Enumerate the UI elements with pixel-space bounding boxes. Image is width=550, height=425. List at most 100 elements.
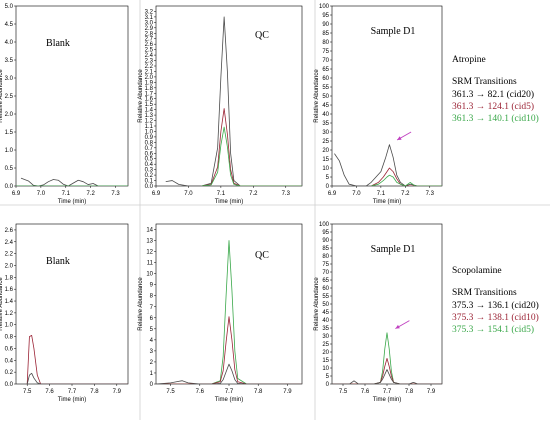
y-tick-label: 55 [322,294,329,300]
y-tick-label: 15 [322,358,329,364]
y-tick-label: 3.0 [145,20,154,26]
x-tick-label: 7.7 [383,389,392,395]
y-tick-label: 10 [322,166,329,172]
trace-line-0 [26,335,128,384]
y-tick-label: 2.4 [145,53,154,59]
legend-heading: SRM Transitions [452,288,517,298]
y-tick-label: 0.3 [145,168,154,174]
x-tick-label: 7.7 [225,389,234,395]
y-tick-label: 9 [150,283,154,289]
trace-line-1 [26,372,128,384]
y-tick-label: 0.4 [145,162,154,168]
y-tick-label: 2.4 [5,240,14,246]
panel-label: Blank [46,38,70,49]
y-tick-label: 4.5 [5,22,14,28]
peak-arrow-head [397,136,402,140]
plot-frame [155,5,303,187]
y-tick-label: 5 [150,327,154,333]
y-tick-label: 11 [147,261,154,267]
y-tick-label: 3.0 [5,76,14,82]
y-tick-label: 10 [322,366,329,372]
x-tick-label: 7.5 [23,389,32,395]
x-tick-label: 7.5 [166,389,175,395]
y-tick-label: 2.0 [145,75,154,81]
y-tick-label: 1.5 [5,130,14,136]
y-tick-label: 0.2 [145,173,154,179]
trace-line-1 [332,358,442,384]
trace-line-0 [334,144,442,186]
y-tick-label: 0.9 [145,135,154,141]
x-tick-label: 7.1 [62,191,71,197]
y-tick-label: 1.5 [145,102,154,108]
y-tick-label: 2.2 [145,64,154,70]
legend-entry: 375.3 → 154.1 (cid5) [452,324,534,335]
x-tick-label: 7.9 [427,389,436,395]
x-axis-title: Time (min) [58,397,86,403]
x-tick-label: 7.6 [361,389,370,395]
trace-line-1 [370,167,442,186]
x-tick-label: 7.2 [249,191,258,197]
trace-line-2 [156,363,302,384]
panel-label: Blank [46,256,70,267]
y-tick-label: 95 [322,230,329,236]
x-tick-label: 7.8 [405,389,414,395]
x-axis-title: Time (min) [373,397,401,403]
y-tick-label: 15 [322,157,329,163]
compound-name: Scopolamine [452,266,502,276]
y-tick-label: 0.2 [5,370,14,376]
y-tick-label: 4 [150,338,154,344]
y-tick-label: 1.3 [145,113,154,119]
y-tick-label: 1.4 [145,108,154,114]
y-tick-label: 0.8 [145,140,154,146]
panel-label: QC [255,30,269,41]
y-tick-label: 30 [322,130,329,136]
y-tick-label: 100 [319,4,330,10]
x-tick-label: 7.6 [196,389,205,395]
y-tick-label: 10 [146,272,153,278]
y-axis-title: Relative Abundance [314,69,320,123]
trace-line-0 [156,240,302,384]
trace-line-2 [332,369,442,384]
y-tick-label: 2 [150,360,154,366]
y-tick-label: 70 [322,270,329,276]
y-tick-label: 45 [322,103,329,109]
y-tick-label: 0 [326,184,330,190]
y-tick-label: 0.0 [5,184,14,190]
y-tick-label: 2.9 [145,26,154,32]
compound-name: Atropine [452,55,486,65]
y-tick-label: 4.0 [5,40,14,46]
y-tick-label: 80 [322,40,329,46]
y-tick-label: 0.4 [5,358,14,364]
y-tick-label: 90 [322,22,329,28]
y-tick-label: 1.4 [5,299,14,305]
y-tick-label: 40 [322,112,329,118]
y-tick-label: 2.0 [5,263,14,269]
x-axis-title: Time (min) [215,397,243,403]
y-tick-label: 1.2 [145,119,154,125]
x-tick-label: 7.8 [254,389,263,395]
x-tick-label: 7.3 [111,191,120,197]
x-axis-title: Time (min) [58,199,86,205]
chromatogram-panel-2: 0 5 10 15 20 25 30 35 40 45 50 55 60 65 70 75 80 85 90 95 10… [314,4,443,205]
y-tick-label: 1.0 [5,148,14,154]
x-tick-label: 7.9 [283,389,292,395]
y-tick-label: 1 [150,371,154,377]
y-tick-label: 55 [322,85,329,91]
y-tick-label: 95 [322,13,329,19]
x-tick-label: 6.9 [152,191,161,197]
y-tick-label: 1.7 [145,91,154,97]
chromatogram-panel-3: 0.0 0.2 0.4 0.6 0.8 1.0 1.2 1.4 1.6 1.8 2.0 2.2 2.4 2… [0,223,129,403]
y-tick-label: 65 [322,278,329,284]
x-tick-label: 7.0 [37,191,46,197]
x-tick-label: 7.6 [45,389,54,395]
y-tick-label: 50 [322,94,329,100]
y-tick-label: 5.0 [5,4,14,10]
y-tick-label: 25 [322,139,329,145]
y-tick-label: 75 [322,262,329,268]
y-tick-label: 70 [322,58,329,64]
y-tick-label: 6 [150,316,154,322]
y-tick-label: 3.1 [145,15,154,21]
plot-frame [15,223,129,385]
x-tick-label: 7.5 [339,389,348,395]
trace-line-0 [165,16,302,186]
